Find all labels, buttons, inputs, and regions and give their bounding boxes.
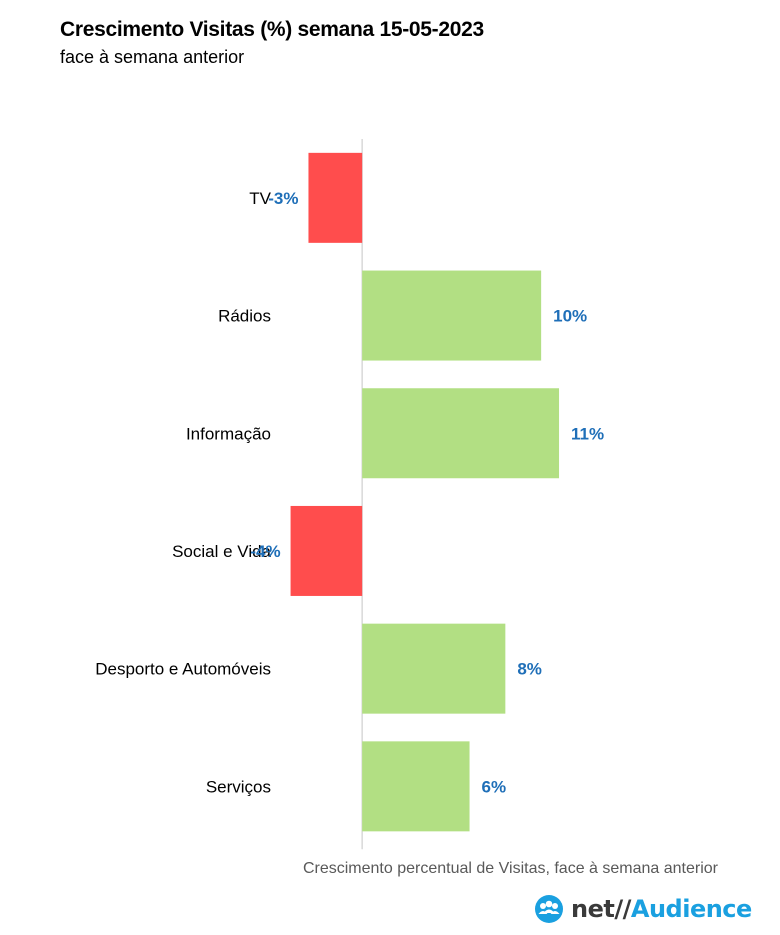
bar-0 xyxy=(308,152,363,243)
category-label-0: TV xyxy=(249,189,271,208)
chart-title: Crescimento Visitas (%) semana 15-05-202… xyxy=(60,18,484,41)
bar-5 xyxy=(362,741,470,832)
audience-people-icon xyxy=(535,895,563,923)
category-label-2: Informação xyxy=(186,424,271,443)
category-label-3: Social e Vida xyxy=(172,542,271,561)
category-label-4: Desporto e Automóveis xyxy=(95,660,271,679)
netaudience-logo: net//Audience xyxy=(534,893,752,925)
data-label-1: 10% xyxy=(553,307,587,326)
category-label-5: Serviços xyxy=(206,777,271,796)
category-label-1: Rádios xyxy=(218,307,271,326)
data-label-4: 8% xyxy=(517,660,542,679)
bar-4 xyxy=(362,623,506,714)
data-label-5: 6% xyxy=(482,777,507,796)
chart-subtitle: face à semana anterior xyxy=(60,47,245,67)
x-axis-label: Crescimento percentual de Visitas, face … xyxy=(302,860,718,877)
bar-1 xyxy=(362,270,542,361)
logo-text: net//Audience xyxy=(571,895,752,923)
bar-2 xyxy=(362,388,560,479)
bar-3 xyxy=(290,505,363,596)
data-label-3: -4% xyxy=(250,542,280,561)
data-label-0: -3% xyxy=(268,189,298,208)
data-label-2: 11% xyxy=(571,424,604,443)
